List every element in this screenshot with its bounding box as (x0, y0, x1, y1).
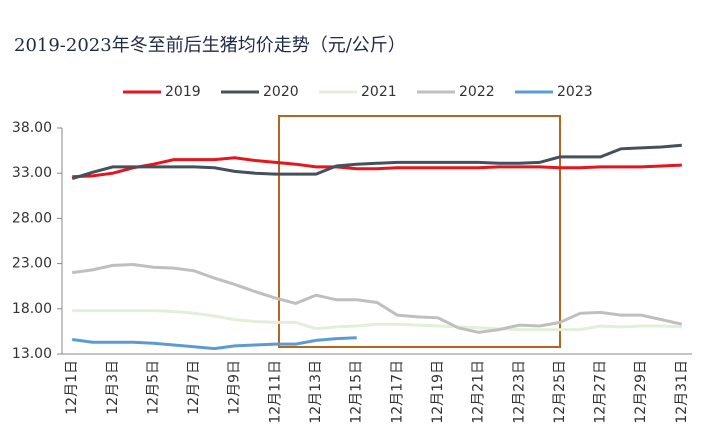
x-tick-label: 12月21日 (471, 360, 487, 424)
series-line (72, 156, 682, 179)
y-tick-label: 38.00 (12, 120, 52, 136)
x-tick-label: 12月5日 (145, 360, 161, 415)
legend-label: 2020 (263, 84, 299, 100)
y-tick-label: 23.00 (12, 256, 52, 272)
y-tick-label: 28.00 (12, 210, 52, 226)
x-tick-label: 12月19日 (430, 360, 446, 424)
x-tick-label: 12月23日 (511, 360, 527, 424)
x-tick-label: 12月27日 (593, 360, 609, 424)
x-tick-label: 12月3日 (105, 360, 121, 415)
x-tick-label: 12月29日 (633, 360, 649, 424)
x-tick-label: 12月7日 (186, 360, 202, 415)
highlight-box (278, 115, 561, 348)
x-tick-label: 12月25日 (552, 360, 568, 424)
y-tick-label: 33.00 (12, 165, 52, 181)
x-tick-label: 12月31日 (674, 360, 690, 424)
x-tick-label: 12月11日 (267, 360, 283, 424)
x-tick-label: 12月13日 (308, 360, 324, 424)
series-line (72, 336, 357, 351)
legend-label: 2021 (361, 84, 397, 100)
x-tick-label: 12月15日 (349, 360, 365, 424)
legend-label: 2022 (459, 84, 495, 100)
chart-title: 2019-2023年冬至前后生猪均价走势（元/公斤） (14, 35, 406, 56)
series-line (72, 262, 683, 334)
legend-label: 2023 (557, 84, 593, 100)
y-tick-label: 18.00 (12, 301, 52, 317)
series-line (71, 143, 682, 181)
x-tick-label: 12月9日 (227, 360, 243, 415)
legend-label: 2019 (165, 84, 201, 100)
series-line (72, 309, 682, 332)
y-tick-label: 13.00 (12, 346, 52, 362)
x-tick-label: 12月17日 (389, 360, 405, 424)
x-tick-label: 12月1日 (64, 360, 80, 415)
